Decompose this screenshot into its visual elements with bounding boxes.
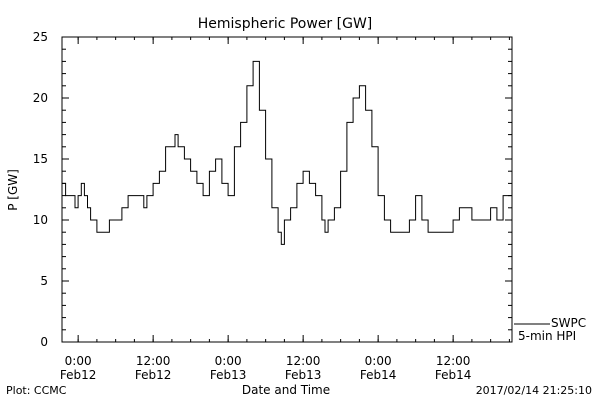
x-tick-label-time: 12:00: [436, 354, 471, 368]
x-tick-label-date: Feb12: [60, 368, 97, 382]
x-axis: 0:00Feb1212:00Feb120:00Feb1312:00Feb130:…: [60, 37, 510, 382]
y-axis-label: P [GW]: [6, 169, 20, 211]
chart-title: Hemispheric Power [GW]: [198, 16, 373, 32]
x-tick-label-time: 0:00: [215, 354, 242, 368]
plot-frame: [61, 36, 513, 343]
series-line-0: [62, 60, 512, 245]
footer-right: 2017/02/14 21:25:10: [476, 384, 592, 397]
y-tick-label: 5: [40, 274, 48, 288]
legend-line-2: 5-min HPI: [518, 329, 576, 343]
footer-left: Plot: CCMC: [6, 384, 67, 397]
y-tick-label: 15: [33, 152, 48, 166]
y-tick-label: 20: [33, 91, 48, 105]
x-tick-label-date: Feb13: [210, 368, 247, 382]
x-tick-label-date: Feb13: [285, 368, 322, 382]
y-axis: 0 5 10 15 20 25: [33, 30, 512, 349]
y-tick-label: 25: [33, 30, 48, 44]
y-tick-label: 0: [40, 335, 48, 349]
x-tick-label-date: Feb14: [360, 368, 397, 382]
x-axis-label: Date and Time: [242, 383, 330, 397]
series-layer: [62, 60, 512, 245]
legend-line-1: SWPC: [551, 316, 586, 330]
x-tick-label-time: 12:00: [136, 354, 171, 368]
x-tick-label-date: Feb12: [135, 368, 172, 382]
x-tick-label-time: 0:00: [365, 354, 392, 368]
x-tick-label-time: 0:00: [65, 354, 92, 368]
x-tick-label-time: 12:00: [286, 354, 321, 368]
legend: SWPC 5-min HPI: [514, 316, 586, 343]
x-tick-label-date: Feb14: [435, 368, 472, 382]
y-tick-label: 10: [33, 213, 48, 227]
